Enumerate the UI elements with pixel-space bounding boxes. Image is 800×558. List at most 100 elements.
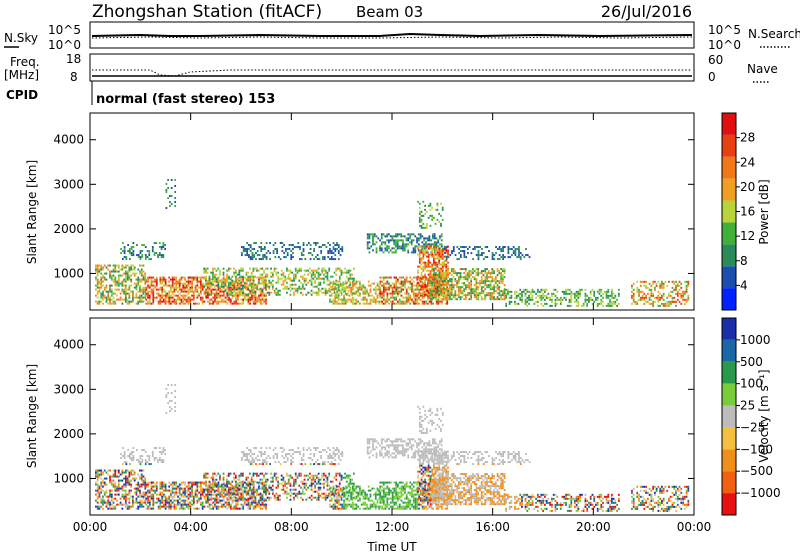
- power-cell: [386, 245, 388, 247]
- power-cell: [275, 292, 277, 294]
- power-cell: [248, 248, 250, 250]
- velocity-cell: [167, 490, 169, 492]
- velocity-cell: [260, 488, 262, 490]
- power-cell: [302, 294, 304, 296]
- velocity-cell: [196, 494, 198, 496]
- power-cell: [241, 252, 243, 254]
- velocity-cell: [214, 502, 216, 504]
- power-cell: [97, 303, 99, 305]
- power-cell: [130, 291, 132, 293]
- power-cell: [444, 264, 446, 266]
- power-cell: [490, 280, 492, 282]
- power-cell: [242, 288, 244, 290]
- power-cell: [350, 293, 352, 295]
- power-cell: [409, 281, 411, 283]
- power-cell: [283, 272, 285, 274]
- velocity-cell: [196, 490, 198, 492]
- power-cell: [179, 297, 181, 299]
- power-cell: [100, 283, 102, 285]
- power-cell: [513, 246, 515, 248]
- velocity-cell: [209, 481, 211, 483]
- power-cell: [439, 301, 441, 303]
- power-cell: [261, 274, 263, 276]
- power-cell: [418, 237, 420, 239]
- power-cell: [100, 277, 102, 279]
- power-cell: [363, 293, 365, 295]
- power-cell: [191, 279, 193, 281]
- power-cell: [404, 297, 406, 299]
- power-cell: [426, 294, 428, 296]
- power-cell: [421, 211, 423, 213]
- velocity-cell: [228, 504, 230, 506]
- power-cell: [265, 274, 267, 276]
- power-cell: [276, 252, 278, 254]
- power-cell: [663, 295, 665, 297]
- power-cell: [440, 252, 442, 254]
- power-cell: [525, 289, 527, 291]
- velocity-cell: [202, 508, 204, 510]
- velocity-cell: [174, 494, 176, 496]
- power-cell: [397, 247, 399, 249]
- power-cell: [546, 303, 548, 305]
- power-cell: [388, 303, 390, 305]
- velocity-cell: [177, 500, 179, 502]
- power-cell: [125, 275, 127, 277]
- velocity-cell: [136, 449, 138, 451]
- power-cell: [400, 235, 402, 237]
- power-cell: [316, 292, 318, 294]
- power-cell: [409, 233, 411, 235]
- power-cell: [328, 268, 330, 270]
- power-cell: [399, 245, 401, 247]
- power-cell: [481, 270, 483, 272]
- power-cell: [331, 301, 333, 303]
- velocity-cell: [152, 500, 154, 502]
- power-cell: [680, 293, 682, 295]
- velocity-cell: [223, 500, 225, 502]
- power-cell: [200, 277, 202, 279]
- velocity-cell: [175, 488, 177, 490]
- power-cell: [233, 285, 235, 287]
- power-cell: [341, 299, 343, 301]
- power-cell: [600, 289, 602, 291]
- velocity-cell: [129, 494, 131, 496]
- power-cell: [249, 276, 251, 278]
- power-cell: [661, 285, 663, 287]
- power-cell: [386, 289, 388, 291]
- power-cell: [121, 289, 123, 291]
- power-cell: [516, 291, 518, 293]
- power-cell: [106, 279, 108, 281]
- power-cell: [386, 295, 388, 297]
- power-cell: [535, 297, 537, 299]
- velocity-cell: [114, 494, 116, 496]
- velocity-cell: [230, 473, 232, 475]
- power-cell: [490, 296, 492, 298]
- power-cell: [339, 268, 341, 270]
- power-cell: [426, 290, 428, 292]
- velocity-cell: [203, 473, 205, 475]
- power-cell: [174, 301, 176, 303]
- velocity-cell: [181, 482, 183, 484]
- power-cell: [478, 258, 480, 260]
- power-cell: [276, 250, 278, 252]
- power-cell: [290, 258, 292, 260]
- power-cell: [212, 282, 214, 284]
- velocity-cell: [102, 482, 104, 484]
- power-cell: [415, 285, 417, 287]
- power-cell: [437, 278, 439, 280]
- velocity-cell: [177, 492, 179, 494]
- power-cell: [434, 243, 436, 245]
- velocity-cell: [141, 461, 143, 463]
- power-cell: [411, 299, 413, 301]
- velocity-cell: [152, 455, 154, 457]
- power-cell: [511, 248, 513, 250]
- power-cell: [345, 287, 347, 289]
- velocity-cell: [212, 508, 214, 510]
- power-cell: [650, 295, 652, 297]
- power-cell: [99, 301, 101, 303]
- power-cell: [323, 280, 325, 282]
- power-cell: [147, 297, 149, 299]
- velocity-cell: [156, 494, 158, 496]
- power-cell: [145, 303, 147, 305]
- power-cell: [175, 279, 177, 281]
- power-cell: [440, 264, 442, 266]
